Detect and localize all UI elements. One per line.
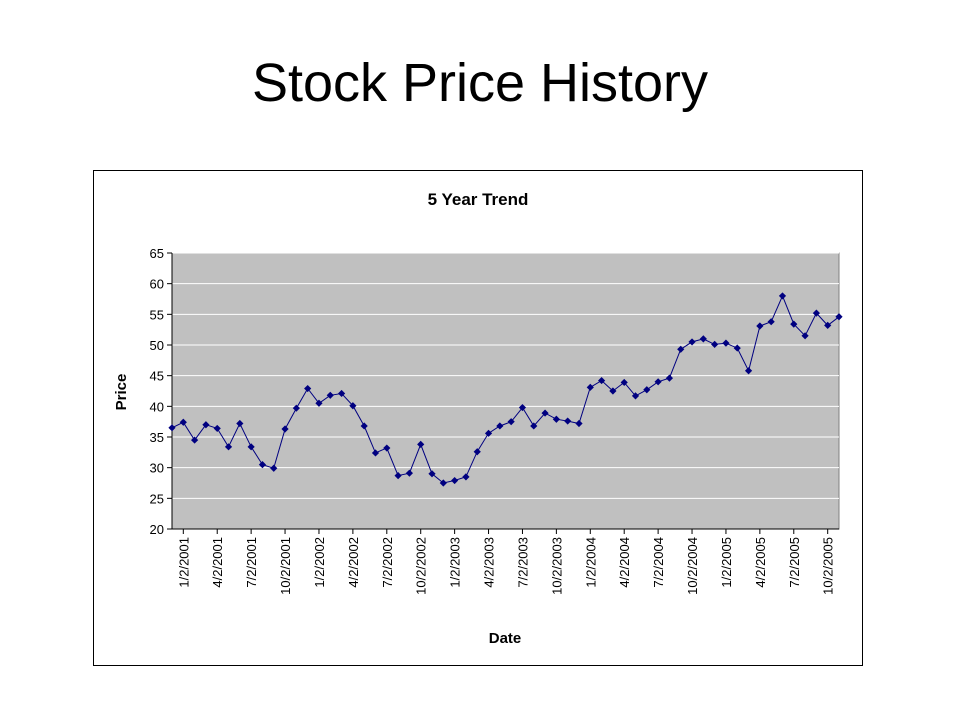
x-tick-label: 1/2/2002 <box>312 537 327 588</box>
chart-title: 5 Year Trend <box>428 190 529 209</box>
data-point <box>270 464 278 472</box>
data-point <box>428 470 436 478</box>
y-tick-label: 40 <box>150 399 164 414</box>
chart-frame: 5 Year Trend 20 25 30 35 40 45 50 55 60 65 1/2/20… <box>93 170 863 666</box>
y-tick-label: 60 <box>150 277 164 292</box>
data-point <box>451 476 459 485</box>
data-point <box>530 422 538 430</box>
data-point <box>326 391 334 399</box>
data-point <box>654 378 662 386</box>
data-point <box>224 443 233 451</box>
x-axis-label: Date <box>489 630 522 647</box>
x-tick-label: 1/2/2005 <box>719 537 734 588</box>
data-point <box>405 469 414 477</box>
data-point <box>631 392 640 400</box>
data-point <box>688 338 696 346</box>
slide-title: Stock Price History <box>251 53 709 113</box>
x-tick-label: 7/2/2001 <box>244 537 259 588</box>
data-point <box>835 313 843 321</box>
data-point <box>744 367 753 375</box>
data-point <box>564 417 572 425</box>
data-point <box>371 449 380 457</box>
data-point <box>484 429 493 437</box>
x-tick-label: 4/2/2001 <box>210 537 225 588</box>
x-tick-label: 7/2/2005 <box>787 537 802 588</box>
x-tick-label: 4/2/2003 <box>482 537 497 588</box>
data-point <box>620 378 628 387</box>
y-tick-labels: 20 25 30 35 40 45 50 55 60 65 <box>150 246 164 537</box>
data-point <box>462 473 470 481</box>
data-point <box>258 461 267 469</box>
plot-area <box>171 252 840 530</box>
x-tick-label: 4/2/2004 <box>617 537 632 588</box>
y-tick-label: 45 <box>150 369 164 384</box>
x-tick-label: 10/2/2003 <box>549 537 564 595</box>
data-point <box>677 345 685 353</box>
line-chart: 5 Year Trend 20 25 30 35 40 45 50 55 60 65 1/2/20… <box>113 190 843 647</box>
data-point <box>597 376 606 385</box>
x-tick-label: 7/2/2004 <box>651 537 666 588</box>
data-point <box>665 374 674 382</box>
data-point <box>394 472 402 480</box>
y-tick-label: 20 <box>150 522 164 537</box>
y-tick-label: 30 <box>150 461 164 476</box>
data-point <box>236 419 244 428</box>
data-point <box>281 425 289 433</box>
y-tick-label: 35 <box>150 430 164 445</box>
data-point <box>247 443 255 451</box>
axes <box>167 252 839 534</box>
data-point <box>439 479 447 487</box>
data-point <box>711 340 719 348</box>
data-point <box>801 332 809 340</box>
data-point <box>191 436 199 444</box>
x-tick-label: 1/2/2004 <box>583 537 598 588</box>
x-tick-label: 4/2/2002 <box>346 537 361 588</box>
x-tick-label: 10/2/2001 <box>278 537 293 595</box>
data-point <box>609 387 617 395</box>
data-point <box>383 444 391 452</box>
y-tick-label: 25 <box>150 491 164 506</box>
y-axis-label: Price <box>113 374 130 411</box>
data-point <box>213 424 221 433</box>
x-tick-label: 10/2/2004 <box>685 537 700 595</box>
x-tick-labels: 1/2/2001 4/2/2001 7/2/2001 10/2/2001 1/2/200… <box>176 537 835 595</box>
data-point <box>518 403 527 412</box>
y-tick-label: 55 <box>150 307 164 322</box>
data-point <box>179 418 187 426</box>
x-tick-label: 1/2/2001 <box>176 537 191 588</box>
data-point <box>790 320 798 328</box>
x-tick-label: 10/2/2005 <box>821 537 836 595</box>
data-point <box>733 344 741 352</box>
data-point <box>586 383 594 391</box>
x-tick-label: 7/2/2002 <box>380 537 395 588</box>
x-tick-label: 7/2/2003 <box>515 537 530 588</box>
data-point <box>507 418 515 426</box>
data-point <box>417 440 425 448</box>
data-point <box>202 421 210 429</box>
data-point <box>473 448 481 456</box>
x-tick-label: 1/2/2003 <box>448 537 463 588</box>
y-tick-label: 65 <box>150 246 164 261</box>
data-point <box>496 422 504 430</box>
data-point <box>168 424 176 432</box>
x-tick-label: 4/2/2005 <box>753 537 768 588</box>
y-tick-label: 50 <box>150 338 164 353</box>
data-point <box>360 422 368 430</box>
x-tick-label: 10/2/2002 <box>414 537 429 595</box>
data-point <box>575 419 583 428</box>
